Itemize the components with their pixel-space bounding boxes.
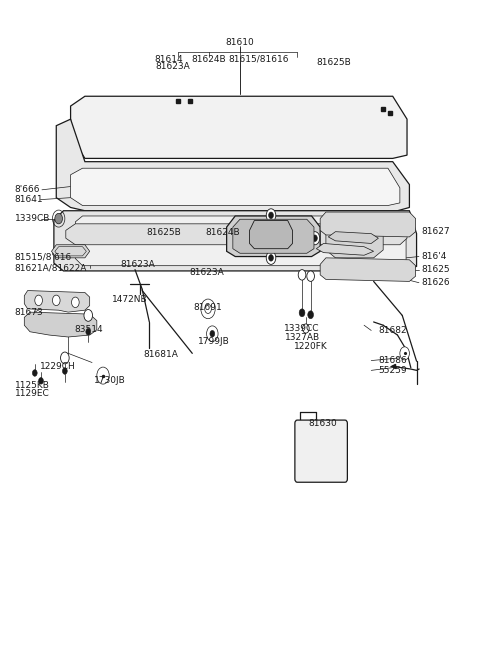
Text: 81626: 81626 (421, 278, 450, 287)
Polygon shape (24, 312, 97, 337)
Circle shape (97, 367, 109, 384)
Polygon shape (71, 168, 400, 206)
Circle shape (201, 299, 215, 319)
Text: 81630: 81630 (308, 419, 337, 428)
Circle shape (266, 209, 276, 222)
Circle shape (237, 232, 246, 245)
Polygon shape (316, 244, 373, 255)
Circle shape (400, 347, 409, 360)
Polygon shape (75, 216, 406, 265)
Circle shape (269, 212, 274, 219)
Circle shape (33, 370, 37, 376)
Circle shape (298, 269, 306, 280)
Circle shape (312, 235, 317, 242)
Text: 81624B: 81624B (192, 55, 226, 64)
Circle shape (35, 295, 42, 306)
Text: 8'666: 8'666 (15, 185, 40, 194)
Circle shape (269, 254, 274, 261)
Text: 81625B: 81625B (316, 58, 351, 67)
Text: 81686: 81686 (378, 356, 407, 365)
Circle shape (86, 328, 91, 335)
Circle shape (239, 235, 244, 242)
Text: 81625B: 81625B (146, 228, 181, 237)
Text: 55259: 55259 (378, 366, 407, 375)
Text: 81682: 81682 (378, 326, 407, 335)
Text: 1799JB: 1799JB (198, 337, 229, 346)
Circle shape (299, 309, 305, 317)
Text: 81610: 81610 (226, 38, 254, 47)
Polygon shape (71, 97, 407, 158)
Polygon shape (328, 232, 378, 244)
Text: 81614: 81614 (154, 55, 183, 64)
Text: 81615/81616: 81615/81616 (228, 55, 288, 64)
Circle shape (72, 297, 79, 307)
Circle shape (310, 232, 320, 245)
Circle shape (302, 324, 309, 333)
Circle shape (308, 311, 313, 319)
Circle shape (210, 330, 215, 337)
Polygon shape (320, 212, 416, 237)
Text: 81641: 81641 (15, 195, 43, 204)
Text: 1339CC: 1339CC (284, 324, 320, 333)
Circle shape (55, 214, 62, 224)
Polygon shape (326, 225, 383, 258)
Text: 81623A: 81623A (156, 62, 191, 72)
Polygon shape (56, 119, 409, 211)
Circle shape (38, 378, 43, 384)
Polygon shape (233, 224, 407, 245)
Polygon shape (24, 290, 90, 312)
Text: 1125KB: 1125KB (15, 381, 49, 390)
Text: 1472NB: 1472NB (111, 295, 147, 304)
Circle shape (84, 309, 93, 321)
FancyBboxPatch shape (295, 420, 348, 482)
Text: 81623A: 81623A (120, 260, 155, 269)
Polygon shape (233, 219, 314, 253)
Text: 83514: 83514 (74, 325, 103, 334)
Text: 81691: 81691 (193, 303, 222, 312)
Circle shape (206, 326, 218, 342)
Text: 81623A: 81623A (189, 269, 224, 277)
Circle shape (60, 352, 69, 364)
Text: 81624B: 81624B (205, 228, 240, 237)
Text: 816'4: 816'4 (421, 252, 447, 261)
Text: 1327AB: 1327AB (285, 332, 320, 342)
Text: 1730JB: 1730JB (95, 376, 126, 386)
Text: 81621A/81622A: 81621A/81622A (15, 263, 87, 272)
Polygon shape (227, 216, 320, 256)
Polygon shape (51, 245, 90, 258)
Text: 81625: 81625 (421, 265, 450, 274)
Polygon shape (250, 221, 292, 249)
Text: 81627: 81627 (421, 227, 450, 236)
Text: 81673: 81673 (15, 307, 44, 317)
Circle shape (266, 251, 276, 264)
Circle shape (307, 271, 314, 281)
Text: 1220FK: 1220FK (294, 342, 327, 351)
Polygon shape (66, 224, 245, 245)
Text: 1339CB: 1339CB (15, 214, 50, 223)
Text: 81515/8'616: 81515/8'616 (15, 252, 72, 261)
Text: 81681A: 81681A (144, 350, 179, 359)
Polygon shape (54, 211, 417, 271)
Circle shape (62, 368, 67, 374)
Text: 1129EC: 1129EC (15, 390, 49, 398)
Text: 1229CH: 1229CH (40, 362, 75, 371)
Circle shape (52, 295, 60, 306)
Polygon shape (320, 258, 416, 281)
